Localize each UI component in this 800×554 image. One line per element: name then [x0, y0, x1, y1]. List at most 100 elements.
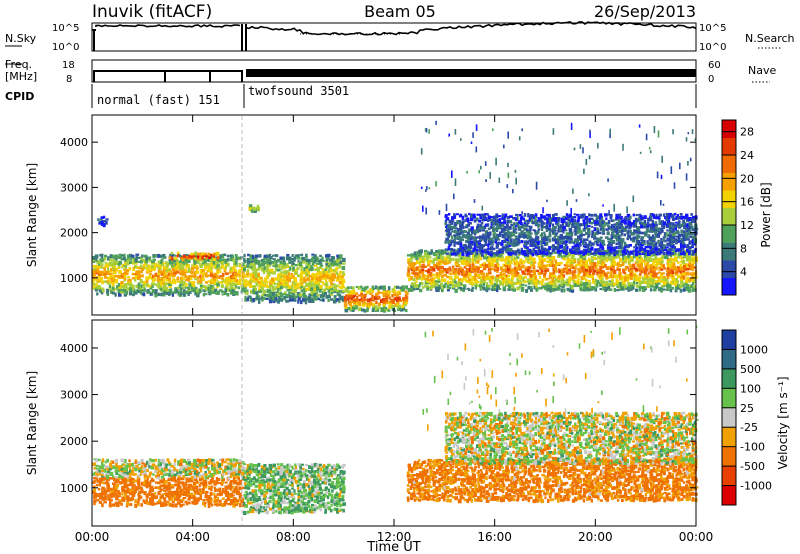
echo-cell	[541, 284, 545, 289]
echo-cell	[176, 262, 181, 266]
echo-cell	[633, 280, 636, 285]
echo-cell	[502, 273, 506, 277]
echo-cell	[353, 304, 357, 307]
echo-cell	[316, 289, 319, 292]
echo-cell	[290, 272, 293, 276]
echo-cell	[221, 263, 225, 267]
echo-cell	[579, 144, 582, 149]
echo-cell	[638, 254, 642, 257]
echo-cell	[458, 220, 461, 223]
echo-cell	[688, 250, 691, 254]
echo-cell	[410, 284, 415, 289]
echo-cell	[173, 259, 177, 263]
echo-cell	[286, 293, 290, 297]
echo-cell	[449, 250, 453, 253]
echo-cell	[123, 479, 127, 484]
echo-cell	[254, 287, 257, 292]
echo-cell	[660, 250, 663, 254]
echo-cell	[485, 282, 489, 285]
echo-cell	[538, 280, 542, 283]
echo-cell	[498, 275, 503, 279]
echo-cell	[167, 482, 171, 486]
echo-cell	[98, 480, 103, 484]
echo-cell	[608, 210, 610, 216]
echo-cell	[250, 297, 253, 302]
echo-cell	[127, 276, 130, 279]
echo-cell	[101, 258, 105, 262]
echo-cell	[573, 244, 578, 248]
echo-cell	[507, 221, 509, 229]
echo-cell	[589, 129, 591, 134]
echo-cell	[171, 259, 175, 263]
echo-cell	[460, 259, 464, 264]
echo-cell	[280, 264, 284, 269]
echo-cell	[224, 264, 228, 269]
echo-cell	[316, 257, 320, 263]
echo-cell	[559, 244, 564, 249]
echo-cell	[685, 232, 688, 237]
power-colorbar-label: Power [dB]	[759, 182, 773, 247]
echo-cell	[292, 275, 295, 278]
echo-cell	[226, 262, 230, 267]
echo-cell	[526, 219, 530, 224]
echo-cell	[548, 216, 551, 219]
echo-cell	[515, 231, 518, 234]
echo-cell	[560, 224, 564, 228]
echo-cell	[121, 284, 125, 289]
echo-cell	[563, 225, 566, 230]
echo-cell	[198, 288, 202, 293]
echo-cell	[253, 209, 257, 213]
echo-cell	[671, 286, 675, 290]
echo-cell	[555, 270, 558, 273]
echo-cell	[580, 266, 584, 270]
echo-cell	[168, 284, 172, 288]
echo-cell	[475, 236, 480, 239]
echo-cell	[534, 221, 539, 225]
echo-cell	[271, 292, 276, 296]
echo-cell	[582, 221, 586, 225]
echo-cell	[176, 492, 180, 498]
echo-cell	[321, 268, 325, 271]
echo-cell	[687, 161, 689, 166]
echo-cell	[426, 286, 430, 291]
echo-cell	[269, 295, 273, 299]
echo-cell	[157, 281, 162, 285]
echo-cell	[459, 266, 463, 270]
echo-cell	[472, 236, 476, 239]
echo-cell	[542, 238, 546, 243]
echo-cell	[643, 286, 647, 289]
echo-cell	[254, 277, 258, 281]
echo-cell	[458, 231, 462, 235]
echo-cell	[507, 227, 510, 231]
echo-cell	[190, 270, 194, 275]
echo-cell	[171, 503, 175, 508]
echo-cell	[557, 235, 560, 240]
echo-cell	[584, 241, 587, 245]
echo-cell	[492, 221, 496, 225]
echo-cell	[580, 240, 583, 244]
echo-cell	[518, 282, 522, 285]
colorbar-swatch	[722, 190, 736, 208]
echo-cell	[524, 231, 527, 235]
echo-cell	[238, 264, 243, 268]
echo-cell	[212, 260, 216, 265]
echo-cell	[602, 204, 604, 207]
echo-cell	[596, 240, 599, 244]
echo-cell	[150, 264, 155, 269]
echo-cell	[303, 276, 306, 280]
echo-cell	[444, 248, 449, 251]
echo-cell	[588, 257, 591, 262]
echo-cell	[518, 136, 521, 141]
echo-cell	[385, 307, 388, 310]
echo-cell	[616, 256, 621, 259]
echo-cell	[494, 278, 497, 282]
echo-cell	[140, 274, 144, 278]
echo-cell	[269, 281, 272, 286]
echo-cell	[649, 226, 654, 230]
echo-cell	[493, 252, 497, 255]
echo-cell	[267, 255, 270, 258]
echo-cell	[481, 217, 484, 221]
echo-cell	[607, 240, 611, 243]
echo-cell	[579, 282, 584, 286]
echo-cell	[249, 256, 254, 260]
